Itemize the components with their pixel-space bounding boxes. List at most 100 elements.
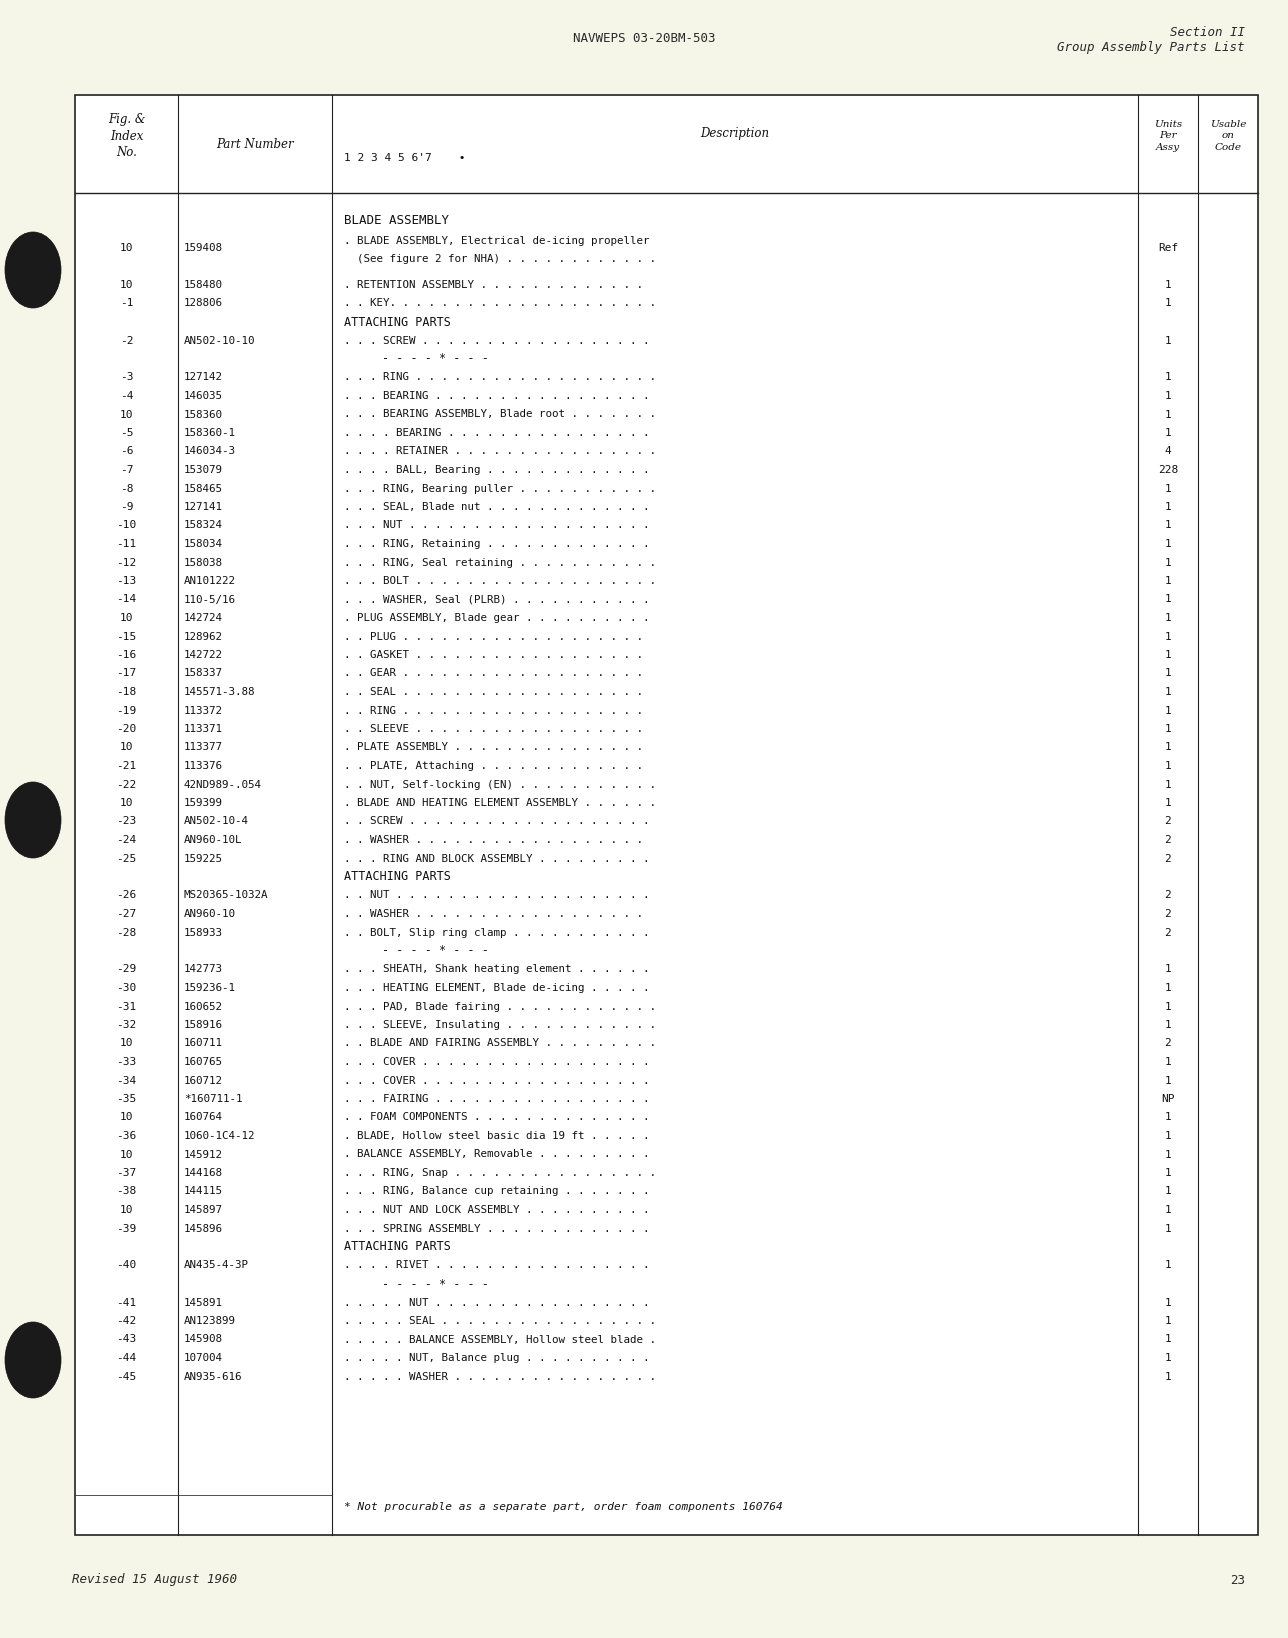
Text: 1: 1	[1164, 613, 1171, 622]
Text: 128806: 128806	[184, 298, 223, 308]
Text: -12: -12	[116, 557, 137, 567]
Text: . . BOLT, Slip ring clamp . . . . . . . . . . .: . . BOLT, Slip ring clamp . . . . . . . …	[344, 927, 649, 937]
Text: . . . SEAL, Blade nut . . . . . . . . . . . . .: . . . SEAL, Blade nut . . . . . . . . . …	[344, 501, 649, 513]
Text: . PLATE ASSEMBLY . . . . . . . . . . . . . . .: . PLATE ASSEMBLY . . . . . . . . . . . .…	[344, 742, 643, 752]
Text: -21: -21	[116, 762, 137, 771]
Text: 1: 1	[1164, 501, 1171, 513]
Text: -42: -42	[116, 1315, 137, 1327]
Text: Description: Description	[701, 128, 769, 141]
Text: -3: -3	[120, 372, 133, 383]
Text: . . . FAIRING . . . . . . . . . . . . . . . . .: . . . FAIRING . . . . . . . . . . . . . …	[344, 1094, 649, 1104]
Text: 1: 1	[1164, 632, 1171, 642]
Text: 228: 228	[1158, 465, 1179, 475]
Text: 160712: 160712	[184, 1076, 223, 1086]
Text: 127141: 127141	[184, 501, 223, 513]
Text: -20: -20	[116, 724, 137, 734]
Text: 1: 1	[1164, 1130, 1171, 1142]
Text: 144115: 144115	[184, 1186, 223, 1196]
Text: . . NUT . . . . . . . . . . . . . . . . . . . .: . . NUT . . . . . . . . . . . . . . . . …	[344, 891, 649, 901]
Text: Usable
on
Code: Usable on Code	[1209, 121, 1247, 152]
Text: AN101222: AN101222	[184, 577, 236, 586]
Text: . . . . . BALANCE ASSEMBLY, Hollow steel blade .: . . . . . BALANCE ASSEMBLY, Hollow steel…	[344, 1335, 656, 1345]
Text: . . . BEARING ASSEMBLY, Blade root . . . . . . .: . . . BEARING ASSEMBLY, Blade root . . .…	[344, 410, 656, 419]
Text: -41: -41	[116, 1297, 137, 1307]
Text: . BLADE ASSEMBLY, Electrical de-icing propeller: . BLADE ASSEMBLY, Electrical de-icing pr…	[344, 236, 649, 246]
Text: ATTACHING PARTS: ATTACHING PARTS	[344, 316, 451, 329]
Text: -29: -29	[116, 965, 137, 975]
Text: -40: -40	[116, 1261, 137, 1271]
Text: . . . NUT AND LOCK ASSEMBLY . . . . . . . . . .: . . . NUT AND LOCK ASSEMBLY . . . . . . …	[344, 1206, 649, 1215]
Text: 160652: 160652	[184, 1001, 223, 1012]
Text: 142722: 142722	[184, 650, 223, 660]
Text: 10: 10	[120, 242, 133, 252]
Text: 158324: 158324	[184, 521, 223, 531]
Text: -39: -39	[116, 1224, 137, 1233]
Text: 10: 10	[120, 798, 133, 808]
Text: 159408: 159408	[184, 242, 223, 252]
Text: -2: -2	[120, 336, 133, 346]
Text: Revised 15 August 1960: Revised 15 August 1960	[72, 1574, 237, 1587]
Text: Section II: Section II	[1170, 26, 1245, 39]
Text: 160764: 160764	[184, 1112, 223, 1122]
Text: 1: 1	[1164, 983, 1171, 993]
Text: -17: -17	[116, 668, 137, 678]
Text: 1060-1C4-12: 1060-1C4-12	[184, 1130, 255, 1142]
Text: 146034-3: 146034-3	[184, 447, 236, 457]
Text: . . . BOLT . . . . . . . . . . . . . . . . . . .: . . . BOLT . . . . . . . . . . . . . . .…	[344, 577, 656, 586]
Text: AN502-10-4: AN502-10-4	[184, 816, 249, 827]
Text: 1: 1	[1164, 372, 1171, 383]
Text: 145912: 145912	[184, 1150, 223, 1160]
Text: . . . HEATING ELEMENT, Blade de-icing . . . . .: . . . HEATING ELEMENT, Blade de-icing . …	[344, 983, 649, 993]
Text: 10: 10	[120, 1150, 133, 1160]
Text: . . . NUT . . . . . . . . . . . . . . . . . . .: . . . NUT . . . . . . . . . . . . . . . …	[344, 521, 649, 531]
Text: . . . RING, Seal retaining . . . . . . . . . . .: . . . RING, Seal retaining . . . . . . .…	[344, 557, 656, 567]
Text: 107004: 107004	[184, 1353, 223, 1363]
Text: Group Assembly Parts List: Group Assembly Parts List	[1057, 41, 1245, 54]
Text: AN935-616: AN935-616	[184, 1371, 242, 1381]
Text: 1: 1	[1164, 1353, 1171, 1363]
Text: . . . SHEATH, Shank heating element . . . . . .: . . . SHEATH, Shank heating element . . …	[344, 965, 649, 975]
Text: AN960-10L: AN960-10L	[184, 835, 242, 845]
Text: -43: -43	[116, 1335, 137, 1345]
Text: 4: 4	[1164, 447, 1171, 457]
Text: 10: 10	[120, 742, 133, 752]
Text: . . . . . NUT, Balance plug . . . . . . . . . .: . . . . . NUT, Balance plug . . . . . . …	[344, 1353, 649, 1363]
Text: -24: -24	[116, 835, 137, 845]
Text: 145891: 145891	[184, 1297, 223, 1307]
Text: Ref: Ref	[1158, 242, 1179, 252]
Text: -37: -37	[116, 1168, 137, 1178]
Text: . . GEAR . . . . . . . . . . . . . . . . . . .: . . GEAR . . . . . . . . . . . . . . . .…	[344, 668, 643, 678]
Text: NAVWEPS 03-20BM-503: NAVWEPS 03-20BM-503	[573, 31, 715, 44]
Text: . . SCREW . . . . . . . . . . . . . . . . . . .: . . SCREW . . . . . . . . . . . . . . . …	[344, 816, 649, 827]
Text: 127142: 127142	[184, 372, 223, 383]
Text: 1: 1	[1164, 780, 1171, 790]
Text: -25: -25	[116, 853, 137, 863]
Text: -19: -19	[116, 706, 137, 716]
Text: . . NUT, Self-locking (EN) . . . . . . . . . . .: . . NUT, Self-locking (EN) . . . . . . .…	[344, 780, 656, 790]
Text: 158933: 158933	[184, 927, 223, 937]
Text: 1: 1	[1164, 706, 1171, 716]
Text: 1: 1	[1164, 1112, 1171, 1122]
Text: 10: 10	[120, 410, 133, 419]
Text: . . . COVER . . . . . . . . . . . . . . . . . .: . . . COVER . . . . . . . . . . . . . . …	[344, 1057, 649, 1066]
Text: ATTACHING PARTS: ATTACHING PARTS	[344, 870, 451, 883]
Text: NP: NP	[1162, 1094, 1175, 1104]
Text: 1: 1	[1164, 298, 1171, 308]
Text: 1: 1	[1164, 1001, 1171, 1012]
Text: 160711: 160711	[184, 1038, 223, 1048]
Text: . . . SPRING ASSEMBLY . . . . . . . . . . . . .: . . . SPRING ASSEMBLY . . . . . . . . . …	[344, 1224, 649, 1233]
Text: . . RING . . . . . . . . . . . . . . . . . . .: . . RING . . . . . . . . . . . . . . . .…	[344, 706, 643, 716]
Text: 113377: 113377	[184, 742, 223, 752]
Text: 146035: 146035	[184, 391, 223, 401]
Text: 1: 1	[1164, 428, 1171, 437]
Text: 1: 1	[1164, 1076, 1171, 1086]
Text: (See figure 2 for NHA) . . . . . . . . . . . .: (See figure 2 for NHA) . . . . . . . . .…	[344, 254, 656, 264]
Text: AN435-4-3P: AN435-4-3P	[184, 1261, 249, 1271]
Text: BLADE ASSEMBLY: BLADE ASSEMBLY	[344, 215, 450, 228]
Text: 158337: 158337	[184, 668, 223, 678]
Text: Part Number: Part Number	[216, 138, 294, 151]
Text: 2: 2	[1164, 816, 1171, 827]
Text: 1: 1	[1164, 724, 1171, 734]
Text: -1: -1	[120, 298, 133, 308]
Text: . BALANCE ASSEMBLY, Removable . . . . . . . . .: . BALANCE ASSEMBLY, Removable . . . . . …	[344, 1150, 649, 1160]
